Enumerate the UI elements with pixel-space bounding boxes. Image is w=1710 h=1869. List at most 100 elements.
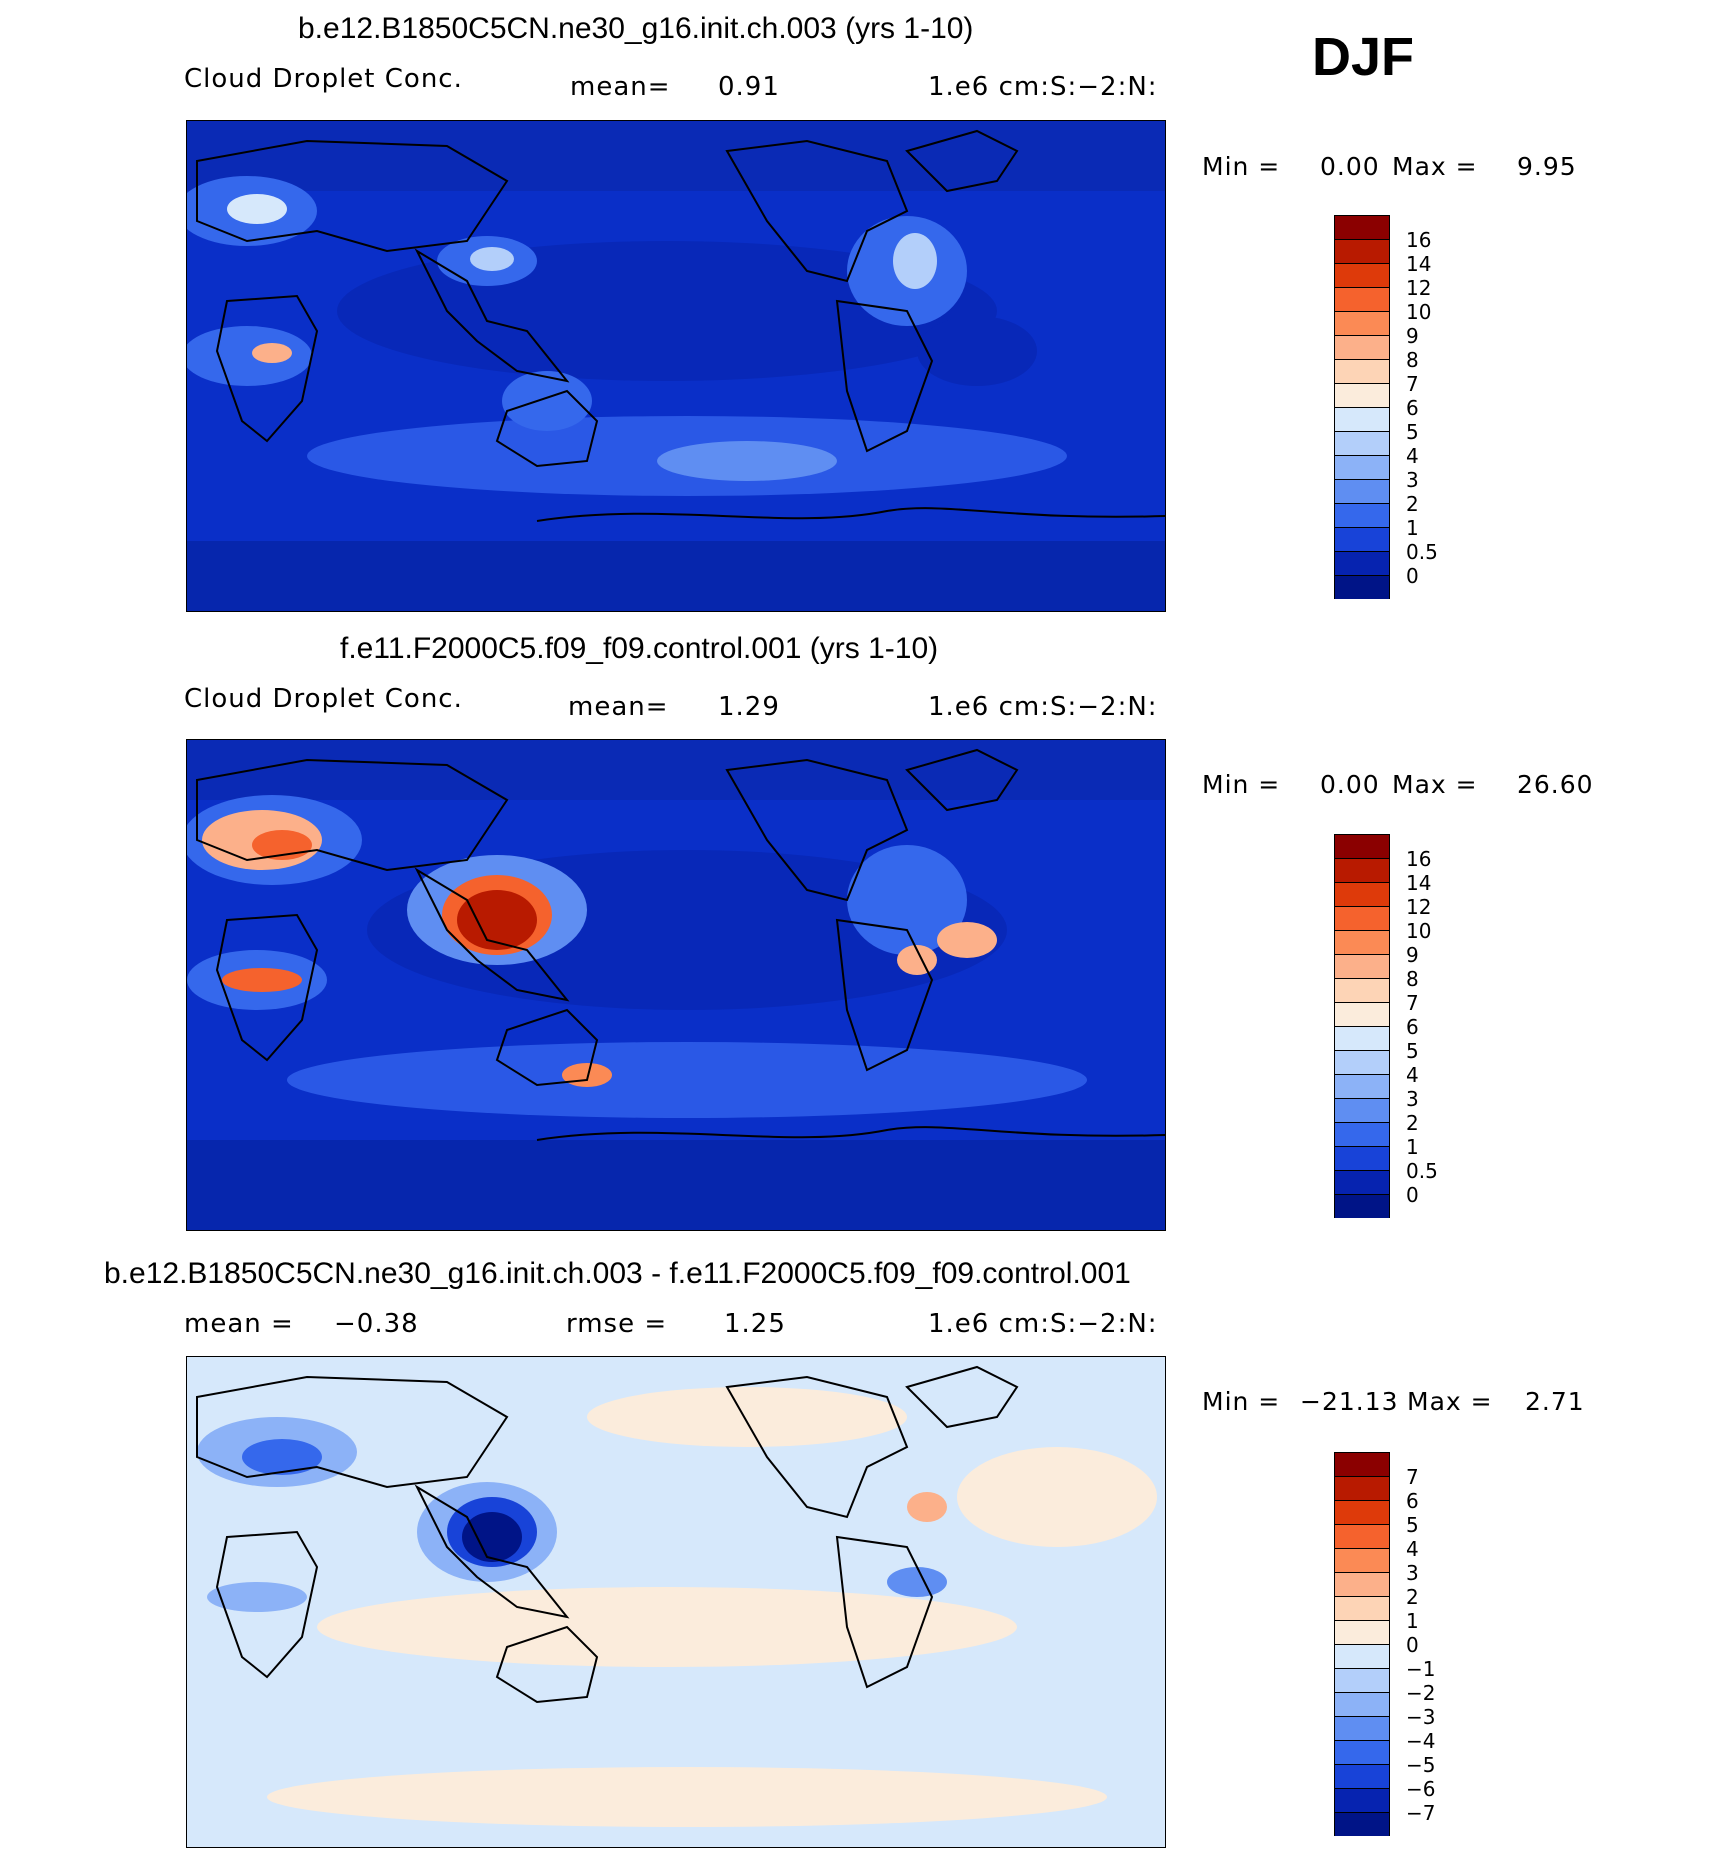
colorbar-level-label: 14 <box>1406 871 1432 895</box>
colorbar-swatch <box>1334 287 1390 311</box>
colorbar-swatch <box>1334 1644 1390 1668</box>
colorbar-swatch <box>1334 834 1390 858</box>
colorbar-swatch <box>1334 1170 1390 1194</box>
panel1-map-field <box>187 121 1165 611</box>
panel2-max-label: Max = <box>1392 770 1478 799</box>
colorbar-swatch <box>1334 882 1390 906</box>
colorbar-swatch <box>1334 1452 1390 1476</box>
colorbar-level-label: −4 <box>1406 1729 1436 1753</box>
colorbar-swatch <box>1334 1812 1390 1836</box>
colorbar-swatch <box>1334 383 1390 407</box>
colorbar-swatch <box>1334 1572 1390 1596</box>
colorbar-swatch <box>1334 1692 1390 1716</box>
colorbar-level-label: 5 <box>1406 1513 1419 1537</box>
panel2-colorbar: 16 14 12 10 9 8 7 6 5 4 3 2 1 0.5 0 <box>1334 834 1438 1218</box>
panel3-rmse-label: rmse = <box>566 1309 668 1339</box>
colorbar-level-label: 0 <box>1406 1633 1419 1657</box>
colorbar-swatch <box>1334 978 1390 1002</box>
colorbar-swatch <box>1334 431 1390 455</box>
panel2-map-field <box>187 740 1165 1230</box>
colorbar-level-label: 10 <box>1406 300 1432 324</box>
colorbar-swatch <box>1334 1716 1390 1740</box>
panel1-max-label: Max = <box>1392 152 1478 181</box>
panel2-variable-label: Cloud Droplet Conc. <box>184 684 463 714</box>
colorbar-swatch <box>1334 359 1390 383</box>
panel3-mean-value: −0.38 <box>334 1309 419 1339</box>
panel1-units: 1.e6 cm:S:−2:N: <box>928 72 1158 102</box>
colorbar-level-label: 6 <box>1406 1015 1419 1039</box>
colorbar-swatch <box>1334 858 1390 882</box>
colorbar-level-label: 0 <box>1406 564 1419 588</box>
panel1-mean-value: 0.91 <box>718 72 780 102</box>
colorbar-level-label: 7 <box>1406 1465 1419 1489</box>
colorbar-swatch <box>1334 1500 1390 1524</box>
colorbar-level-label: 2 <box>1406 492 1419 516</box>
panel1-title: b.e12.B1850C5CN.ne30_g16.init.ch.003 (yr… <box>298 12 974 45</box>
panel2-mean-value: 1.29 <box>718 692 780 722</box>
colorbar-level-label: 4 <box>1406 444 1419 468</box>
colorbar-level-label: 12 <box>1406 895 1432 919</box>
season-label: DJF <box>1312 27 1415 87</box>
panel2-map <box>186 739 1166 1231</box>
colorbar-level-label: 4 <box>1406 1537 1419 1561</box>
panel2-mean-label: mean= <box>568 692 669 722</box>
colorbar-level-label: 9 <box>1406 324 1419 348</box>
colorbar-swatch <box>1334 1194 1390 1218</box>
colorbar-level-label: 9 <box>1406 943 1419 967</box>
panel3-min-label: Min = <box>1202 1387 1281 1416</box>
colorbar-level-label: 6 <box>1406 396 1419 420</box>
colorbar-swatch <box>1334 215 1390 239</box>
colorbar-swatch <box>1334 1548 1390 1572</box>
colorbar-level-label: 5 <box>1406 1039 1419 1063</box>
panel3-mean-label: mean = <box>184 1309 294 1339</box>
colorbar-level-label: 6 <box>1406 1489 1419 1513</box>
colorbar-swatch <box>1334 551 1390 575</box>
colorbar-level-label: 3 <box>1406 1561 1419 1585</box>
colorbar-swatch <box>1334 239 1390 263</box>
colorbar-swatch <box>1334 1596 1390 1620</box>
colorbar-level-label: 16 <box>1406 847 1432 871</box>
colorbar-swatch <box>1334 407 1390 431</box>
colorbar-swatch <box>1334 1098 1390 1122</box>
colorbar-level-label: −7 <box>1406 1801 1436 1825</box>
colorbar-swatch <box>1334 311 1390 335</box>
colorbar-level-label: 16 <box>1406 228 1432 252</box>
colorbar-swatch <box>1334 527 1390 551</box>
colorbar-swatch <box>1334 1476 1390 1500</box>
colorbar-swatch <box>1334 1740 1390 1764</box>
colorbar-level-label: 12 <box>1406 276 1432 300</box>
panel3-units: 1.e6 cm:S:−2:N: <box>928 1309 1158 1339</box>
colorbar-level-label: −3 <box>1406 1705 1436 1729</box>
colorbar-swatch <box>1334 479 1390 503</box>
colorbar-swatch <box>1334 1074 1390 1098</box>
colorbar-level-label: 0 <box>1406 1183 1419 1207</box>
colorbar-level-label: 3 <box>1406 468 1419 492</box>
panel2-max-value: 26.60 <box>1517 770 1594 799</box>
colorbar-swatch <box>1334 1050 1390 1074</box>
colorbar-swatch <box>1334 263 1390 287</box>
panel2-title: f.e11.F2000C5.f09_f09.control.001 (yrs 1… <box>340 632 939 665</box>
colorbar-level-label: 7 <box>1406 372 1419 396</box>
colorbar-swatch <box>1334 1764 1390 1788</box>
colorbar-swatch <box>1334 1788 1390 1812</box>
colorbar-level-label: −6 <box>1406 1777 1436 1801</box>
colorbar-swatch <box>1334 1524 1390 1548</box>
colorbar-level-label: 3 <box>1406 1087 1419 1111</box>
panel2-min-label: Min = <box>1202 770 1281 799</box>
colorbar-level-label: 2 <box>1406 1111 1419 1135</box>
colorbar-level-label: 10 <box>1406 919 1432 943</box>
panel1-variable-label: Cloud Droplet Conc. <box>184 64 463 94</box>
colorbar-level-label: 7 <box>1406 991 1419 1015</box>
panel1-min-label: Min = <box>1202 152 1281 181</box>
panel3-max-label: Max = <box>1407 1387 1493 1416</box>
colorbar-level-label: 1 <box>1406 516 1419 540</box>
panel3-min-value: −21.13 <box>1300 1387 1399 1416</box>
colorbar-level-label: −5 <box>1406 1753 1436 1777</box>
colorbar-swatch <box>1334 1122 1390 1146</box>
colorbar-swatch <box>1334 954 1390 978</box>
panel3-max-value: 2.71 <box>1525 1387 1585 1416</box>
panel3-map <box>186 1356 1166 1848</box>
colorbar-level-label: 0.5 <box>1406 1159 1438 1183</box>
colorbar-level-label: 8 <box>1406 967 1419 991</box>
panel2-min-value: 0.00 <box>1320 770 1380 799</box>
